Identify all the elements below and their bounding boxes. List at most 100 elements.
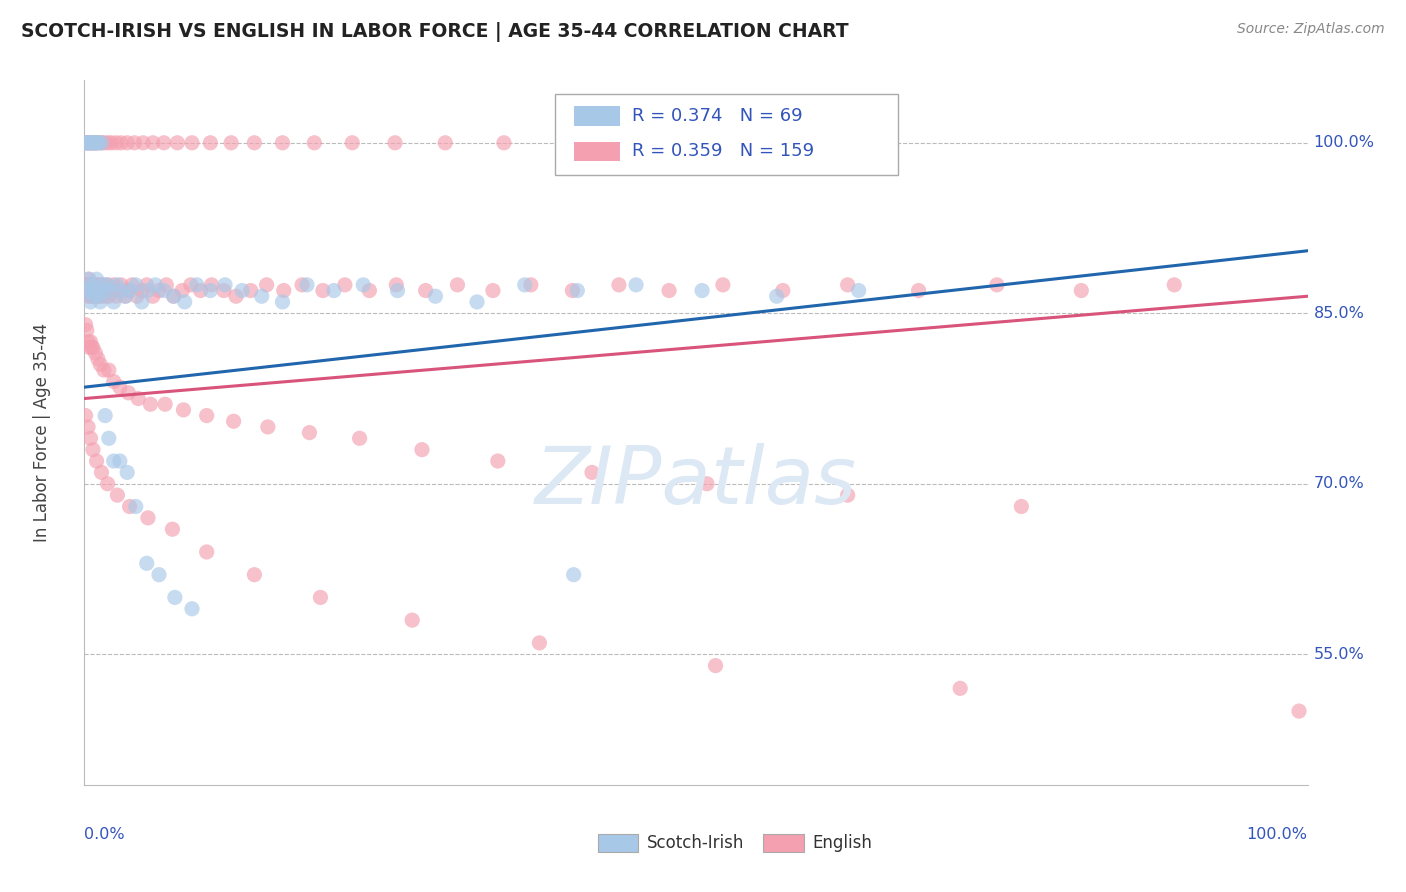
Point (309, 591, 332, 605)
Point (304, 136, 326, 150)
Point (77, 277, 100, 292)
Point (86, 136, 108, 150)
Point (96, 284, 118, 298)
Point (82, 284, 104, 298)
Point (98, 284, 121, 298)
Text: Scotch-Irish: Scotch-Irish (647, 834, 744, 852)
Point (907, 284, 929, 298)
Point (295, 277, 318, 292)
Point (89, 358, 111, 372)
Point (80, 136, 103, 150)
FancyBboxPatch shape (598, 834, 638, 852)
Point (148, 284, 170, 298)
Point (86, 289, 108, 303)
Point (181, 601, 204, 615)
Point (91, 284, 114, 298)
Point (513, 277, 536, 292)
Point (1163, 277, 1185, 292)
Point (837, 136, 859, 150)
Point (83, 289, 105, 303)
Point (173, 294, 195, 309)
Point (84, 284, 107, 298)
Text: 100.0%: 100.0% (1247, 827, 1308, 842)
Point (77, 272, 100, 286)
Point (195, 409, 218, 423)
Point (986, 277, 1008, 292)
Point (93, 363, 115, 377)
Point (103, 294, 125, 309)
Point (257, 420, 280, 434)
Point (121, 277, 143, 292)
Point (79, 431, 101, 445)
Point (115, 466, 138, 480)
Point (84, 277, 107, 292)
Point (97, 289, 120, 303)
Point (86, 454, 108, 468)
Point (105, 277, 128, 292)
Point (219, 136, 242, 150)
Point (271, 294, 294, 309)
Point (83, 277, 105, 292)
Point (107, 284, 129, 298)
Point (291, 277, 314, 292)
Point (465, 294, 488, 309)
Point (166, 136, 188, 150)
Point (231, 284, 253, 298)
Point (1010, 500, 1032, 514)
Point (105, 488, 128, 502)
Point (411, 442, 433, 457)
Point (90, 466, 112, 480)
Point (562, 567, 585, 582)
Point (100, 136, 122, 150)
Point (79, 136, 101, 150)
Point (136, 284, 159, 298)
Point (79, 334, 101, 349)
Point (117, 385, 139, 400)
Point (214, 277, 236, 292)
Point (135, 277, 157, 292)
Point (76, 277, 98, 292)
Point (186, 277, 208, 292)
Point (125, 277, 148, 292)
Point (93, 136, 115, 150)
Point (75, 136, 97, 150)
Point (139, 397, 162, 411)
Point (76, 284, 98, 298)
Point (76, 323, 98, 337)
Point (567, 284, 589, 298)
Point (117, 284, 139, 298)
Point (87, 277, 110, 292)
Point (124, 136, 146, 150)
Point (83, 136, 105, 150)
FancyBboxPatch shape (574, 106, 620, 126)
Point (84, 346, 107, 360)
Point (79, 289, 101, 303)
Point (446, 277, 468, 292)
Point (110, 277, 132, 292)
Point (359, 284, 381, 298)
Point (155, 277, 177, 292)
Point (624, 277, 647, 292)
Text: R = 0.374   N = 69: R = 0.374 N = 69 (633, 106, 803, 125)
Point (711, 277, 734, 292)
Point (114, 289, 136, 303)
Point (153, 397, 176, 411)
Point (83, 136, 105, 150)
Point (94, 289, 117, 303)
Point (105, 136, 128, 150)
Point (172, 403, 194, 417)
Point (77, 420, 100, 434)
Point (273, 284, 295, 298)
Point (100, 284, 122, 298)
Point (607, 277, 630, 292)
Point (80, 277, 103, 292)
Point (352, 277, 374, 292)
Point (312, 284, 335, 298)
Point (77, 289, 100, 303)
FancyBboxPatch shape (574, 142, 620, 161)
Point (434, 136, 457, 150)
Point (84, 284, 107, 298)
Text: English: English (813, 834, 872, 852)
Point (120, 284, 142, 298)
Point (200, 277, 222, 292)
